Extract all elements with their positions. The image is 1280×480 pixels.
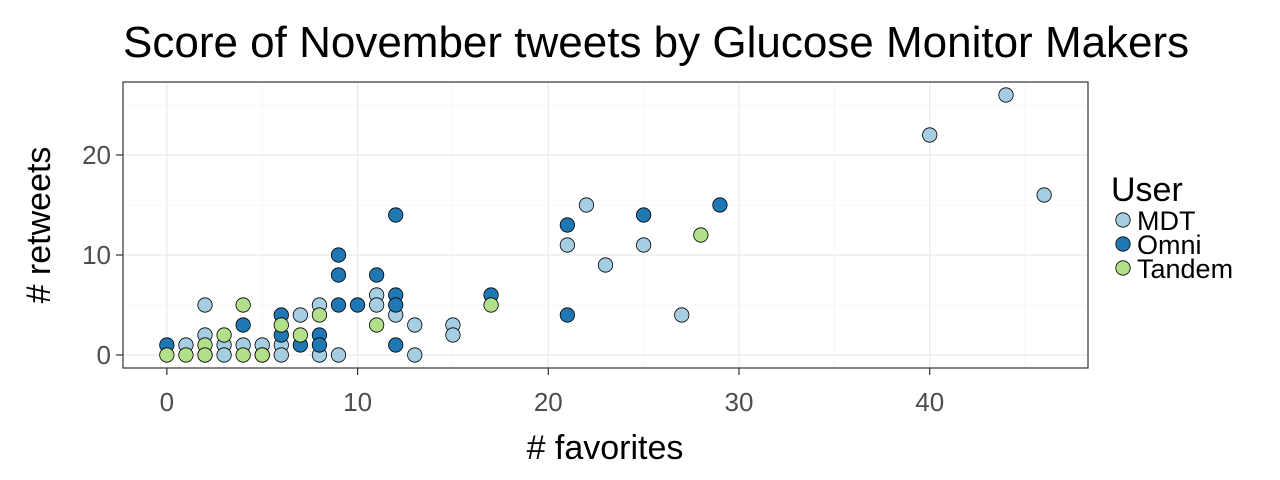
point-mdt [998,87,1014,103]
x-tick-label: 40 [915,387,944,417]
point-mdt [330,347,347,363]
point-tandem [273,317,289,333]
y-tick-label: 10 [82,240,111,270]
point-mdt [407,317,423,333]
point-mdt [197,297,213,313]
point-omni [349,297,366,313]
x-tick-label: 0 [160,387,174,417]
point-omni [559,217,575,233]
point-mdt [559,237,575,253]
point-omni [369,267,385,283]
point-mdt [273,347,289,363]
plot-panel [122,81,1089,369]
legend-label-tandem: Tandem [1137,254,1233,284]
x-axis-title: # favorites [527,429,684,467]
chart-title: Score of November tweets by Glucose Moni… [123,18,1189,67]
point-mdt [636,237,652,253]
axes: 0 10 20 30 40 0 10 20 [82,140,944,417]
point-mdt [674,307,690,323]
point-mdt [407,347,423,363]
y-tick-label: 20 [82,140,111,170]
point-mdt [597,257,614,273]
point-tandem [311,307,328,323]
point-omni [712,197,728,213]
legend-swatch-omni [1115,236,1131,252]
point-omni [330,267,347,283]
point-tandem [693,227,709,243]
point-omni [330,297,347,313]
point-omni [559,307,575,323]
point-omni [636,207,652,223]
legend-label-omni: Omni [1137,230,1202,260]
point-tandem [483,297,499,313]
point-omni [330,247,347,263]
point-mdt [292,307,308,323]
point-tandem [235,297,251,313]
point-mdt [1036,187,1052,203]
point-tandem [197,347,213,363]
point-omni [311,337,328,353]
legend-title: User [1111,171,1183,209]
x-tick-label: 20 [534,387,563,417]
y-tick-label: 0 [97,340,111,370]
legend-swatch-mdt [1115,212,1131,228]
data-points [159,87,1052,363]
point-tandem [292,327,308,343]
x-tick-label: 10 [343,387,372,417]
point-mdt [445,327,461,343]
point-omni [388,297,404,313]
point-omni [235,317,251,333]
point-omni [388,207,404,223]
point-tandem [159,347,175,363]
legend-swatch-tandem [1115,260,1131,276]
legend-label-mdt: MDT [1137,206,1195,236]
point-mdt [216,347,232,363]
grid-lines [123,82,1088,368]
point-tandem [369,317,385,333]
point-omni [388,337,404,353]
x-tick-label: 30 [725,387,754,417]
point-tandem [216,327,232,343]
point-tandem [178,347,194,363]
y-axis-title: # retweets [20,147,58,304]
point-mdt [369,297,385,313]
point-mdt [578,197,595,213]
point-tandem [235,347,251,363]
point-mdt [922,127,938,143]
point-tandem [254,347,270,363]
